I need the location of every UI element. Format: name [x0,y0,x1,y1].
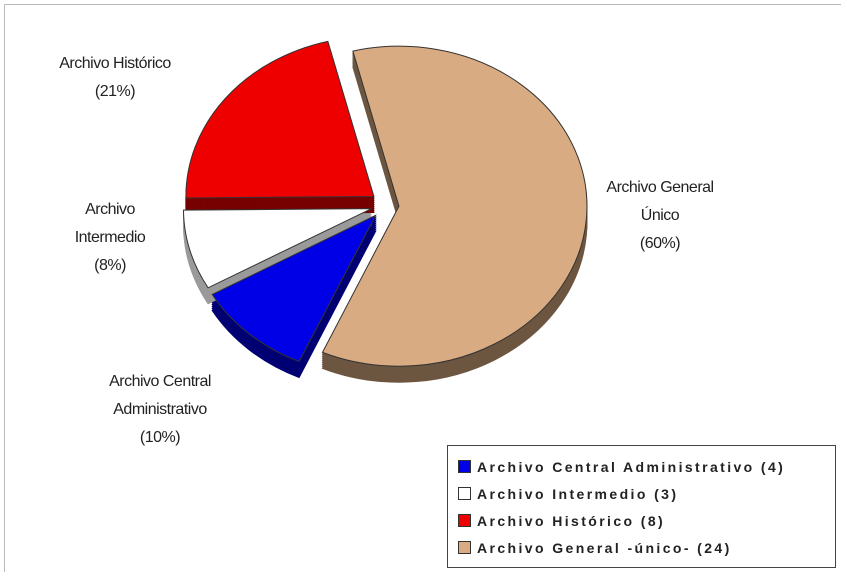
legend-swatch [458,487,471,500]
slice-label: Archivo Intermedio (8%) [60,196,160,280]
value-label: (21%) [94,83,136,100]
legend-entry: Archivo Histórico (8) [458,507,835,534]
legend-entry: Archivo General -único- (24) [458,534,835,561]
value-label: (8%) [94,257,126,274]
legend-label: Archivo Histórico (8) [477,512,666,529]
slice [321,45,588,367]
slice-label: Archivo Histórico (21%) [30,50,200,106]
legend-entry: Archivo Intermedio (3) [458,480,835,507]
category-label: Archivo Central Administrativo [109,373,211,418]
category-label: Archivo General Único [606,179,714,224]
legend-label: Archivo Central Administrativo (4) [477,458,786,475]
category-label: Archivo Intermedio [74,201,146,246]
slice-label: Archivo Central Administrativo (10%) [80,368,240,452]
legend-swatch [458,541,471,554]
legend-swatch [458,514,471,527]
slice [211,214,377,363]
legend-entry: Archivo Central Administrativo (4) [458,453,835,480]
slice [182,208,372,289]
slice-label: Archivo General Único (60%) [600,174,720,258]
value-label: (60%) [639,235,681,252]
chart-frame [4,4,841,572]
legend: Archivo Central Administrativo (4) Archiv… [447,445,836,568]
value-label: (10%) [139,429,181,446]
category-label: Archivo Histórico [59,55,171,72]
legend-label: Archivo General -único- (24) [477,539,732,556]
legend-label: Archivo Intermedio (3) [477,485,679,502]
legend-swatch [458,460,471,473]
slice [185,40,375,199]
